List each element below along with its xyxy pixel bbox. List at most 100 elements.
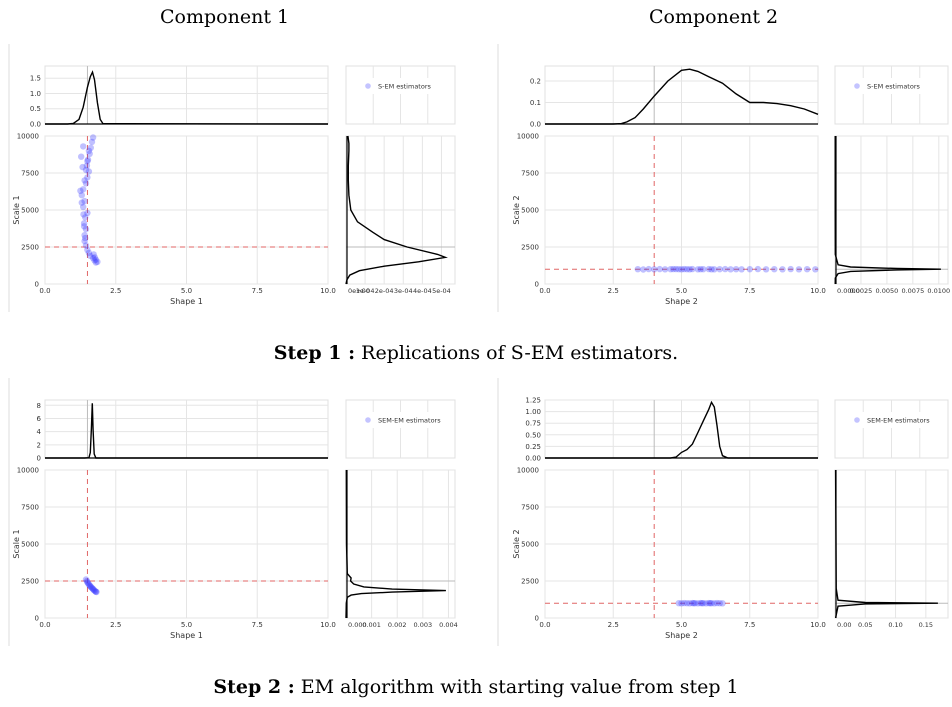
scatter-point	[719, 600, 726, 607]
scatter-point	[84, 580, 92, 587]
scatter-point	[87, 583, 94, 590]
y-tick-label: 10000	[17, 467, 39, 475]
scatter-point	[779, 266, 786, 273]
step1-caption-text: Replications of S-EM estimators.	[361, 342, 679, 364]
right-density-curve	[834, 136, 941, 285]
scatter-point	[697, 266, 704, 273]
scatter-point	[85, 249, 93, 257]
scatter-point	[698, 600, 706, 607]
legend-label: SEM-EM estimators	[378, 417, 441, 425]
x-tick-label: 10.0	[320, 621, 336, 629]
top-density-tick-label: 8	[37, 402, 41, 410]
scatter-point	[700, 266, 707, 273]
scatter-point	[681, 599, 688, 607]
top-density-tick-label: 0.2	[530, 78, 541, 86]
x-axis-label: Shape 1	[170, 297, 203, 306]
right-density-tick-label: 0.00	[837, 621, 851, 629]
y-tick-label: 5000	[21, 541, 39, 549]
chart-panel-step2-component1: 0 2 4 6 8 SEM-EM estimators 0.0 2.5 5.0 7.5 10.0 0 2…	[8, 378, 458, 646]
top-density-tick-label: 0.50	[525, 431, 541, 439]
scatter-point	[727, 266, 734, 273]
scatter-point	[713, 599, 721, 607]
right-density-tick-label: 0.0075	[901, 287, 924, 295]
top-density-tick-label: 0.1	[530, 99, 541, 107]
scatter-point	[92, 588, 99, 595]
y-tick-label: 2500	[21, 244, 39, 252]
scatter-point	[80, 143, 87, 150]
x-axis-label: Shape 1	[170, 631, 203, 640]
legend-label: S-EM estimators	[378, 83, 432, 91]
legend-box	[356, 412, 446, 428]
y-tick-label: 7500	[21, 504, 39, 512]
y-tick-label: 2500	[21, 578, 39, 586]
scatter-point	[716, 600, 723, 607]
x-tick-label: 5.0	[676, 287, 687, 295]
scatter-point	[89, 254, 97, 262]
scatter-point	[84, 246, 91, 254]
right-density-tick-label: 0.0025	[850, 287, 873, 295]
y-tick-label: 5000	[21, 207, 39, 215]
scatter-point	[722, 265, 729, 273]
scatter-point	[686, 266, 693, 273]
scatter-point	[83, 577, 91, 585]
scatter-point	[83, 162, 91, 169]
scatter-point	[702, 600, 710, 607]
x-tick-label: 10.0	[320, 287, 336, 295]
right-density-tick-label: 0.001	[362, 621, 381, 629]
legend-box	[845, 78, 943, 94]
scatter-point	[691, 600, 699, 607]
step2-caption: Step 2 : EM algorithm with starting valu…	[0, 676, 952, 698]
scatter-point	[82, 226, 90, 233]
scatter-point	[82, 214, 89, 221]
legend-point-icon	[365, 417, 371, 423]
right-density-curve	[345, 469, 446, 619]
step1-caption-bold: Step 1 :	[273, 342, 356, 364]
scatter-point	[90, 251, 97, 258]
x-tick-label: 2.5	[110, 287, 121, 295]
x-tick-label: 0.0	[39, 287, 50, 295]
top-density-tick-label: 0.5	[30, 105, 41, 113]
y-tick-label: 0	[35, 281, 39, 289]
scatter-point	[678, 266, 685, 273]
scatter-point	[711, 600, 718, 607]
top-density-curve	[545, 400, 818, 459]
y-tick-label: 5000	[521, 207, 539, 215]
scatter-point	[89, 585, 96, 592]
scatter-point	[738, 266, 745, 273]
scatter-point	[88, 584, 95, 591]
scatter-point	[78, 192, 86, 199]
top-density-tick-label: 0.0	[530, 121, 541, 129]
chart-panel-step1-component2: 0.0 0.1 0.2 S-EM estimators 0.0 2.5 5.0 7.5 10.0…	[497, 44, 950, 312]
scatter-point	[697, 599, 704, 607]
scatter-point	[81, 237, 88, 245]
chart-panel-step1-component1: 0.0 0.5 1.0 1.5 S-EM estimators 0.0 2.5 5.0 7.5 1…	[8, 44, 456, 312]
scatter-point	[89, 585, 97, 593]
scatter-point	[708, 600, 715, 607]
step2-caption-text: EM algorithm with starting value from st…	[300, 676, 739, 698]
y-tick-label: 10000	[517, 133, 539, 141]
right-density-tick-label: 0.0000	[837, 287, 860, 295]
scatter-point	[694, 600, 702, 607]
scatter-point	[670, 265, 677, 273]
y-tick-label: 7500	[521, 504, 539, 512]
y-axis-label: Scale 1	[12, 195, 21, 224]
x-tick-label: 0.0	[39, 621, 50, 629]
scatter-point	[675, 600, 682, 607]
scatter-point	[86, 150, 93, 157]
scatter-point	[675, 266, 682, 273]
y-axis-label: Scale 1	[12, 529, 21, 558]
scatter-point	[80, 186, 87, 193]
right-density-tick-label: 0.0050	[876, 287, 899, 295]
scatter-point	[91, 254, 99, 261]
top-density-tick-label: 6	[37, 415, 42, 423]
scatter-point	[678, 600, 685, 607]
scatter-point	[634, 266, 641, 273]
scatter-point	[92, 256, 100, 263]
scatter-point	[92, 588, 100, 595]
scatter-point	[746, 266, 753, 273]
scatter-point	[85, 168, 93, 175]
step2-caption-bold: Step 2 :	[213, 676, 295, 698]
scatter-point	[84, 174, 91, 181]
legend-label: SEM-EM estimators	[867, 417, 930, 425]
x-tick-label: 5.0	[676, 621, 687, 629]
